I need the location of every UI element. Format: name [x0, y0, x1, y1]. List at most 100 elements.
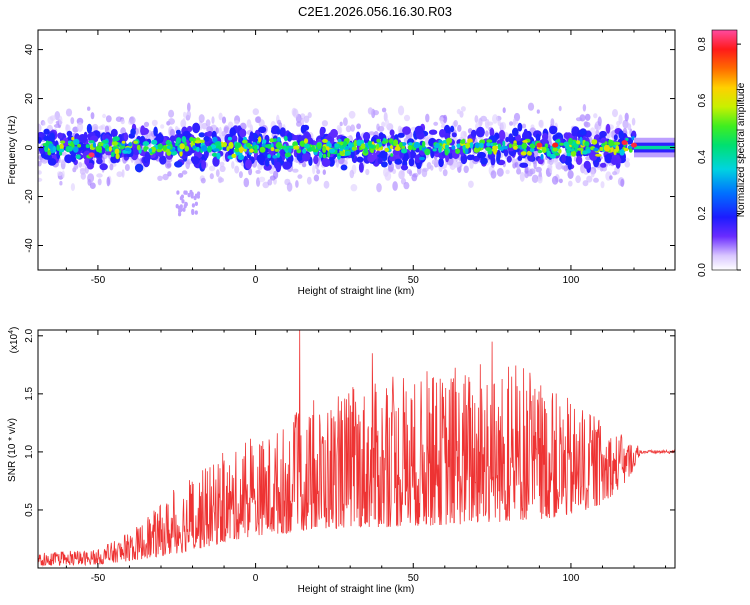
heatmap-core-cell — [508, 133, 514, 144]
heatmap-ridge-cell — [60, 140, 66, 144]
colorbar-tick-label: 0.6 — [697, 93, 708, 107]
heatmap-ridge-cell — [222, 141, 227, 148]
heatmap-core-cell — [430, 149, 435, 159]
heatmap-halo-cell — [490, 170, 497, 179]
heatmap-ridge-cell — [303, 138, 309, 144]
heatmap-outlier-cell — [190, 191, 194, 197]
heatmap-core-cell — [564, 155, 572, 166]
heatmap-halo-cell — [392, 181, 398, 191]
heatmap-halo-cell — [527, 102, 535, 111]
heatmap-ridge-cell — [615, 145, 620, 152]
heatmap-halo-cell — [76, 122, 84, 133]
heatmap-core-cell — [450, 125, 455, 133]
heatmap-ridge-cell — [502, 145, 509, 150]
heatmap-ridge-cell — [557, 139, 561, 143]
heatmap-halo-cell — [590, 169, 595, 178]
heatmap-halo-cell — [406, 169, 412, 175]
heatmap-core-cell — [549, 126, 558, 135]
heatmap-ridge-cell — [573, 143, 579, 149]
heatmap-halo-cell — [273, 170, 279, 179]
heatmap-halo-cell — [49, 115, 57, 121]
heatmap-halo-cell — [205, 119, 211, 127]
heatmap-ridge-cell — [192, 145, 197, 149]
heatmap-ridge-cell — [226, 146, 230, 152]
heatmap-ridge-cell — [492, 142, 498, 146]
heatmap-ridge-cell — [75, 154, 81, 159]
heatmap-ridge-cell — [376, 138, 381, 143]
heatmap-ridge-cell — [179, 143, 185, 150]
heatmap-ridge-cell — [520, 151, 527, 156]
heatmap-core-cell — [110, 128, 118, 138]
spectrogram-frame — [37, 29, 676, 271]
spectrogram-x-label: Height of straight line (km) — [298, 286, 415, 297]
heatmap-ridge-cell — [92, 142, 96, 148]
heatmap-core-cell — [57, 132, 63, 139]
heatmap-ridge-cell — [194, 140, 201, 144]
x-tick-label: 0 — [253, 573, 259, 584]
heatmap-halo-cell — [474, 115, 479, 123]
heatmap-halo-cell — [215, 127, 219, 134]
heatmap-halo-cell — [151, 119, 158, 127]
heatmap-ridge-cell — [322, 146, 327, 153]
heatmap-halo-cell — [457, 124, 462, 132]
heatmap-core-cell — [62, 137, 69, 148]
heatmap-halo-cell — [426, 162, 432, 170]
heatmap-halo-cell — [442, 169, 448, 177]
heatmap-ridge-cell — [563, 141, 570, 147]
colorbar-frame — [711, 29, 738, 271]
heatmap-peak — [88, 152, 95, 158]
heatmap-core-cell — [123, 132, 129, 141]
heatmap-ridge-cell — [390, 153, 394, 157]
heatmap-ridge-cell — [114, 148, 120, 155]
heatmap-halo-cell — [316, 169, 321, 175]
heatmap-halo-cell — [218, 126, 222, 137]
heatmap-ridge-cell — [546, 150, 551, 157]
heatmap-halo-cell — [384, 171, 392, 181]
heatmap-halo-cell — [234, 165, 240, 174]
heatmap-ridge-cell — [157, 143, 163, 150]
heatmap-core-cell — [134, 163, 144, 173]
heatmap-ridge-cell — [438, 146, 442, 153]
heatmap-ridge-cell — [136, 144, 141, 151]
heatmap-ridge-cell — [508, 143, 512, 149]
heatmap-core-cell — [84, 157, 90, 165]
heatmap-ridge-cell — [179, 150, 183, 157]
heatmap-halo-cell — [583, 121, 589, 127]
heatmap-core-cell — [263, 163, 272, 171]
y-tick-label: 0 — [24, 144, 35, 150]
x-tick-label: 50 — [408, 573, 420, 584]
heatmap-core-cell — [207, 130, 213, 137]
heatmap-halo-cell — [102, 113, 107, 119]
heatmap-core-cell — [506, 155, 512, 163]
heatmap-ridge-cell — [59, 143, 64, 150]
heatmap-ridge-cell — [228, 141, 234, 149]
heatmap-halo-cell — [401, 170, 405, 180]
heatmap-halo-cell — [307, 112, 312, 119]
heatmap-ridge-cell — [245, 142, 251, 148]
heatmap-core-cell — [541, 137, 548, 146]
heatmap-halo-cell — [58, 115, 63, 126]
heatmap-halo-cell — [116, 171, 123, 178]
heatmap-halo-cell — [185, 159, 191, 170]
heatmap-ridge-cell — [608, 139, 615, 147]
heatmap-core-cell — [428, 129, 438, 135]
heatmap-ridge-cell — [419, 145, 423, 151]
heatmap-halo-cell — [169, 128, 176, 138]
heatmap-ridge-cell — [576, 140, 581, 145]
heatmap-ridge-cell — [541, 146, 547, 153]
heatmap-halo-cell — [438, 117, 444, 122]
heatmap-halo-cell — [460, 130, 467, 140]
heatmap-halo-cell — [41, 158, 48, 165]
heatmap-ridge-cell — [413, 141, 421, 149]
heatmap-core-cell — [282, 161, 292, 170]
heatmap-halo-cell — [200, 177, 206, 184]
heatmap-halo-cell — [254, 116, 261, 123]
heatmap-halo-cell — [524, 165, 529, 174]
spectrogram-heatmap — [38, 102, 675, 217]
heatmap-halo-cell — [292, 168, 299, 173]
heatmap-core-cell — [397, 132, 405, 138]
heatmap-halo-cell — [65, 108, 73, 117]
heatmap-halo-cell — [403, 114, 411, 122]
heatmap-core-cell — [198, 132, 206, 138]
heatmap-ridge-cell — [591, 139, 598, 145]
